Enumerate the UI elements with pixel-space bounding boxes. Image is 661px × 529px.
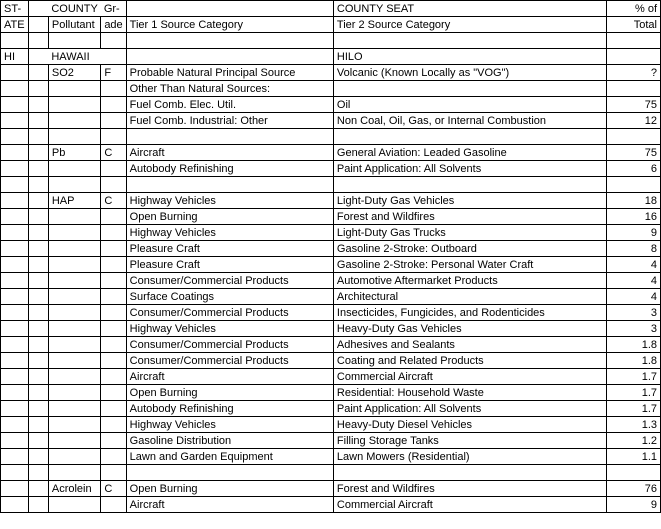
pct-value: 1.7: [607, 369, 661, 385]
header-county: COUNTY: [48, 1, 100, 17]
header-tier2: Tier 2 Source Category: [333, 17, 606, 33]
pct-value: 16: [607, 209, 661, 225]
pct-value: 1.7: [607, 385, 661, 401]
tier2-category: Automotive Aftermarket Products: [333, 273, 606, 289]
tier1-category: Consumer/Commercial Products: [126, 273, 333, 289]
county-seat: HILO: [333, 49, 606, 65]
tier1-category: Surface Coatings: [126, 289, 333, 305]
tier1-category: Probable Natural Principal Source: [126, 65, 333, 81]
tier2-category: Insecticides, Fungicides, and Rodenticid…: [333, 305, 606, 321]
pct-value: ?: [607, 65, 661, 81]
tier1-category: Open Burning: [126, 209, 333, 225]
pollutant-name: Acrolein: [48, 481, 100, 497]
tier2-category: Light-Duty Gas Vehicles: [333, 193, 606, 209]
tier2-category: Heavy-Duty Diesel Vehicles: [333, 417, 606, 433]
tier2-category: Residential: Household Waste: [333, 385, 606, 401]
pct-value: 1.7: [607, 401, 661, 417]
tier1-category: Autobody Refinishing: [126, 401, 333, 417]
tier2-category: Gasoline 2-Stroke: Outboard: [333, 241, 606, 257]
tier1-category: Open Burning: [126, 481, 333, 497]
tier1-category: Autobody Refinishing: [126, 161, 333, 177]
pct-value: 1.3: [607, 417, 661, 433]
header-total: Total: [607, 17, 661, 33]
tier1-category: Highway Vehicles: [126, 417, 333, 433]
pct-value: 4: [607, 273, 661, 289]
pollutant-grade: C: [101, 481, 126, 497]
pct-value: 75: [607, 145, 661, 161]
pct-value: 6: [607, 161, 661, 177]
header-pct: % of: [607, 1, 661, 17]
tier2-category: Coating and Related Products: [333, 353, 606, 369]
pollutant-grade: C: [101, 193, 126, 209]
tier1-category: Open Burning: [126, 385, 333, 401]
tier2-category: Commercial Aircraft: [333, 369, 606, 385]
tier1-category: Pleasure Craft: [126, 241, 333, 257]
pollutant-grade: F: [101, 65, 126, 81]
pct-value: [607, 81, 661, 97]
pct-value: 9: [607, 225, 661, 241]
pollutant-grade: C: [101, 145, 126, 161]
tier2-category: Commercial Aircraft: [333, 497, 606, 513]
pollutant-name: HAP: [48, 193, 100, 209]
tier2-category: Forest and Wildfires: [333, 209, 606, 225]
header-grade2: ade: [101, 17, 126, 33]
tier2-category: Lawn Mowers (Residential): [333, 449, 606, 465]
tier2-category: Adhesives and Sealants: [333, 337, 606, 353]
tier1-category: Highway Vehicles: [126, 321, 333, 337]
tier2-category: [333, 81, 606, 97]
tier1-category: Consumer/Commercial Products: [126, 353, 333, 369]
tier1-category: Fuel Comb. Industrial: Other: [126, 113, 333, 129]
pct-value: 4: [607, 257, 661, 273]
header-grade1: Gr-: [101, 1, 126, 17]
tier1-category: Aircraft: [126, 369, 333, 385]
tier2-category: Light-Duty Gas Trucks: [333, 225, 606, 241]
tier1-category: Lawn and Garden Equipment: [126, 449, 333, 465]
header-ate: ATE: [1, 17, 29, 33]
state-code: HI: [1, 49, 29, 65]
tier2-category: General Aviation: Leaded Gasoline: [333, 145, 606, 161]
pct-value: 3: [607, 321, 661, 337]
pct-value: 1.8: [607, 353, 661, 369]
tier2-category: Paint Application: All Solvents: [333, 161, 606, 177]
county-name: HAWAII: [48, 49, 100, 65]
pct-value: 12: [607, 113, 661, 129]
tier1-category: Gasoline Distribution: [126, 433, 333, 449]
pct-value: 4: [607, 289, 661, 305]
tier1-category: Consumer/Commercial Products: [126, 305, 333, 321]
tier2-category: Paint Application: All Solvents: [333, 401, 606, 417]
pct-value: 75: [607, 97, 661, 113]
tier2-category: Non Coal, Oil, Gas, or Internal Combusti…: [333, 113, 606, 129]
pct-value: 9: [607, 497, 661, 513]
tier2-category: Filling Storage Tanks: [333, 433, 606, 449]
header-tier1: Tier 1 Source Category: [126, 17, 333, 33]
tier2-category: Gasoline 2-Stroke: Personal Water Craft: [333, 257, 606, 273]
pct-value: 1.8: [607, 337, 661, 353]
source-category-table: ST- COUNTYGr- COUNTY SEAT% of ATE Pollutanta…: [0, 0, 661, 513]
pct-value: 3: [607, 305, 661, 321]
tier2-category: Architectural: [333, 289, 606, 305]
tier1-category: Aircraft: [126, 497, 333, 513]
pct-value: 1.1: [607, 449, 661, 465]
tier2-category: Oil: [333, 97, 606, 113]
tier1-category: Fuel Comb. Elec. Util.: [126, 97, 333, 113]
pct-value: 76: [607, 481, 661, 497]
tier2-category: Heavy-Duty Gas Vehicles: [333, 321, 606, 337]
tier1-category: Highway Vehicles: [126, 193, 333, 209]
header-county-seat: COUNTY SEAT: [333, 1, 606, 17]
tier1-category: Pleasure Craft: [126, 257, 333, 273]
pct-value: 18: [607, 193, 661, 209]
tier1-category: Aircraft: [126, 145, 333, 161]
header-pollutant: Pollutant: [48, 17, 100, 33]
tier1-category: Consumer/Commercial Products: [126, 337, 333, 353]
pollutant-name: Pb: [48, 145, 100, 161]
pct-value: 1.2: [607, 433, 661, 449]
pct-value: 8: [607, 241, 661, 257]
tier1-category: Other Than Natural Sources:: [126, 81, 333, 97]
tier2-category: Forest and Wildfires: [333, 481, 606, 497]
tier2-category: Volcanic (Known Locally as "VOG"): [333, 65, 606, 81]
pollutant-name: SO2: [48, 65, 100, 81]
header-state: ST-: [1, 1, 29, 17]
tier1-category: Highway Vehicles: [126, 225, 333, 241]
